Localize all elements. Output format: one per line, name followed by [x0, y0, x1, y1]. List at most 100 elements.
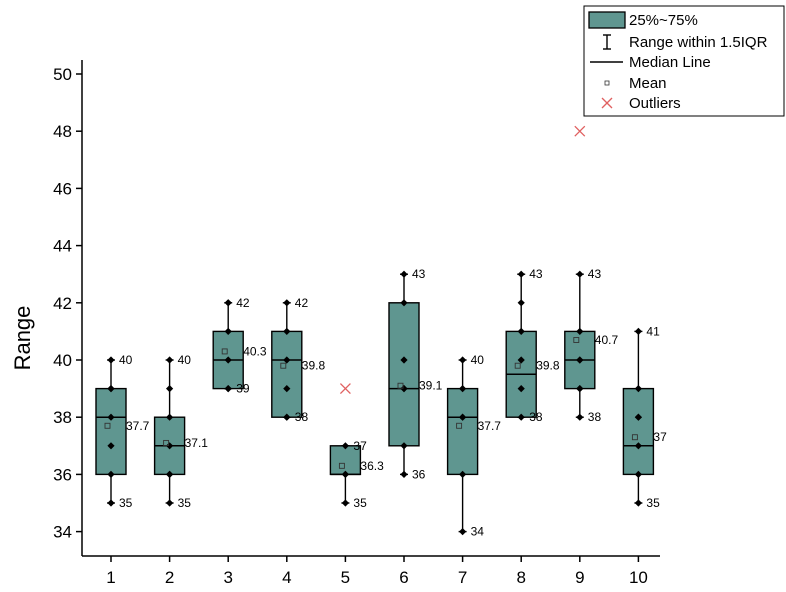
data-point	[459, 385, 467, 393]
x-tick-label: 5	[341, 568, 350, 587]
mean-marker	[221, 348, 228, 355]
y-axis-label: Range	[10, 306, 35, 371]
data-point	[634, 442, 642, 450]
mean-square-icon	[604, 80, 610, 86]
data-point	[166, 413, 174, 421]
outlier-x-icon	[601, 97, 613, 109]
mean-label: 39.1	[419, 379, 443, 393]
data-point	[166, 356, 174, 364]
data-point	[459, 528, 467, 536]
data-point	[341, 442, 349, 450]
x-tick-label: 8	[516, 568, 525, 587]
legend-item: Range within 1.5IQR	[603, 34, 768, 51]
max-label: 42	[236, 296, 250, 310]
data-point	[166, 442, 174, 450]
legend-label: Range within 1.5IQR	[629, 34, 768, 51]
max-label: 40	[471, 353, 485, 367]
max-label: 43	[529, 267, 543, 281]
mean-label: 39.8	[302, 359, 326, 373]
mean-label: 36.3	[360, 459, 384, 473]
box-group-10: 41 35 37	[622, 324, 667, 510]
y-tick-label: 46	[53, 179, 72, 198]
box-group-2: 40 35 37.1	[153, 353, 209, 510]
min-label: 38	[295, 410, 309, 424]
data-point	[166, 499, 174, 507]
data-point	[576, 270, 584, 278]
mean-marker	[456, 422, 463, 429]
outlier-x-stroke	[601, 97, 613, 109]
box-group-1: 40 35 37.7	[95, 353, 150, 510]
mean-marker	[397, 382, 404, 389]
y-tick-label: 44	[53, 237, 72, 256]
data-point	[341, 470, 349, 478]
mean-label: 40.3	[243, 344, 267, 358]
legend-label: Outliers	[629, 95, 681, 112]
data-point	[459, 356, 467, 364]
data-point	[283, 299, 291, 307]
mean-label: 37.1	[185, 436, 209, 450]
data-point	[107, 442, 115, 450]
min-label: 35	[353, 496, 367, 510]
min-label: 38	[588, 410, 602, 424]
data-point	[341, 499, 349, 507]
data-point	[634, 470, 642, 478]
data-point	[224, 356, 232, 364]
mean-label: 37.7	[126, 419, 150, 433]
min-label: 38	[529, 410, 543, 424]
data-point	[400, 442, 408, 450]
data-point	[517, 413, 525, 421]
mean-label: 37.7	[478, 419, 502, 433]
min-label: 35	[646, 496, 660, 510]
box-iqr	[95, 387, 127, 476]
data-point	[224, 385, 232, 393]
min-label: 35	[119, 496, 133, 510]
mean-marker	[514, 362, 521, 369]
min-label: 39	[236, 382, 250, 396]
data-point	[283, 385, 291, 393]
box-series: 40 35 37.7 40 35 37.1 42 39 40.3 42 38 39.8 37 35 36.3…	[95, 125, 667, 539]
data-point	[517, 270, 525, 278]
legend-item: 25%~75%	[588, 11, 698, 29]
legend-label: Median Line	[629, 54, 711, 71]
data-point	[107, 385, 115, 393]
box-iqr	[271, 330, 303, 418]
data-point	[166, 470, 174, 478]
y-tick-label: 48	[53, 122, 72, 141]
data-point	[517, 385, 525, 393]
data-point	[400, 299, 408, 307]
data-point	[283, 327, 291, 335]
data-point	[634, 327, 642, 335]
x-tick-label: 6	[399, 568, 408, 587]
mean-marker	[631, 434, 638, 441]
max-label: 37	[353, 439, 367, 453]
data-point	[576, 327, 584, 335]
data-point	[400, 470, 408, 478]
data-point	[576, 356, 584, 364]
data-point	[107, 356, 115, 364]
data-point	[576, 413, 584, 421]
mean-marker	[163, 439, 170, 446]
mean-marker	[573, 337, 580, 343]
x-tick-label: 4	[282, 568, 291, 587]
data-point	[634, 385, 642, 393]
y-tick-label: 34	[53, 523, 72, 542]
legend: 25%~75% Range within 1.5IQR Median Line Mea…	[583, 5, 785, 117]
mean-marker	[104, 422, 111, 429]
y-tick-label: 38	[53, 408, 72, 427]
data-point	[107, 499, 115, 507]
data-point	[576, 385, 584, 393]
outlier-marker	[339, 383, 351, 395]
outlier-marker	[574, 125, 586, 137]
data-point	[459, 413, 467, 421]
box-group-7: 40 34 37.7	[446, 353, 502, 539]
legend-label: 25%~75%	[629, 12, 698, 29]
whisker-icon	[603, 34, 611, 50]
data-point	[224, 299, 232, 307]
min-label: 36	[412, 467, 426, 481]
box-iqr	[329, 445, 362, 476]
box-group-3: 42 39 40.3	[212, 296, 267, 396]
max-label: 43	[588, 267, 602, 281]
data-point	[634, 413, 642, 421]
